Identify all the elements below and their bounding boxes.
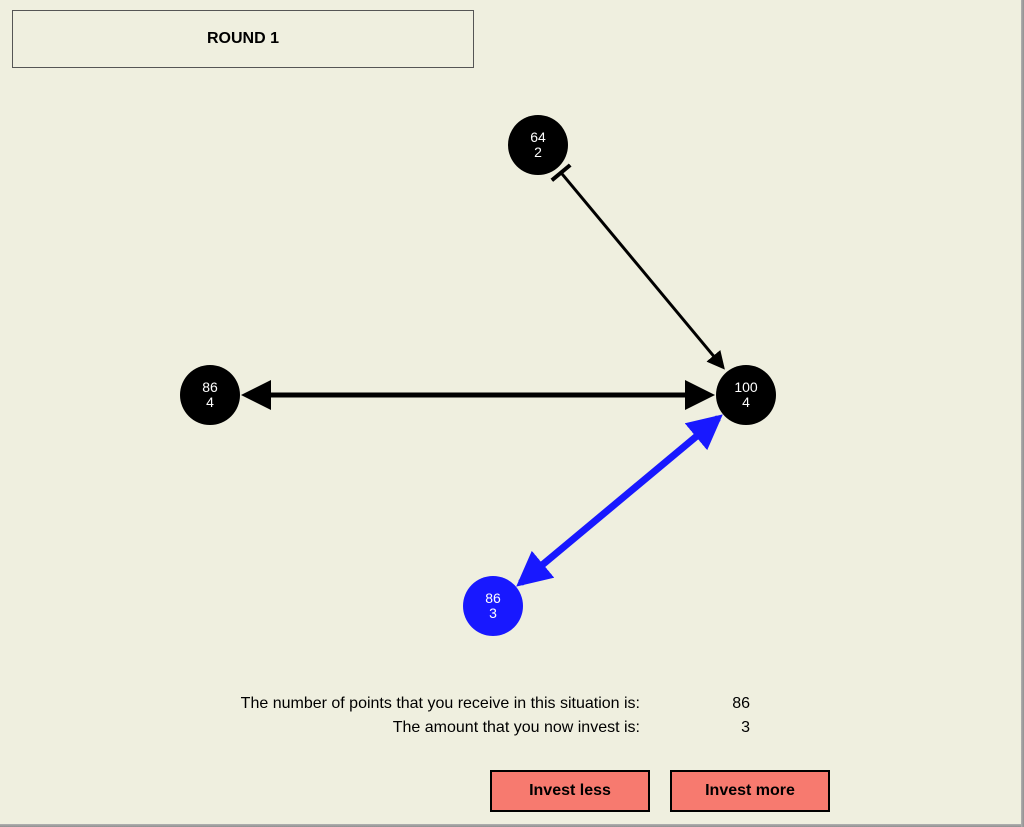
points-label: The number of points that you receive in… [180,695,670,713]
invest-value: 3 [670,719,750,737]
invest-more-label: Invest more [705,782,795,800]
invest-less-button[interactable]: Invest less [490,770,650,812]
node-n3: 1004 [716,365,776,425]
node-n4: 863 [463,576,523,636]
info-row-invest: The amount that you now invest is: 3 [180,719,840,737]
round-label: ROUND 1 [207,30,279,48]
edge-n1-n3 [561,173,723,368]
invest-more-button[interactable]: Invest more [670,770,830,812]
button-row: Invest less Invest more [490,770,830,812]
edge-n4-n3 [521,418,719,583]
points-value: 86 [670,695,750,713]
node-n1: 642 [508,115,568,175]
invest-less-label: Invest less [529,782,611,800]
info-row-points: The number of points that you receive in… [180,695,840,713]
round-label-box: ROUND 1 [12,10,474,68]
node-n2: 864 [180,365,240,425]
invest-label: The amount that you now invest is: [180,719,670,737]
info-block: The number of points that you receive in… [180,695,840,743]
